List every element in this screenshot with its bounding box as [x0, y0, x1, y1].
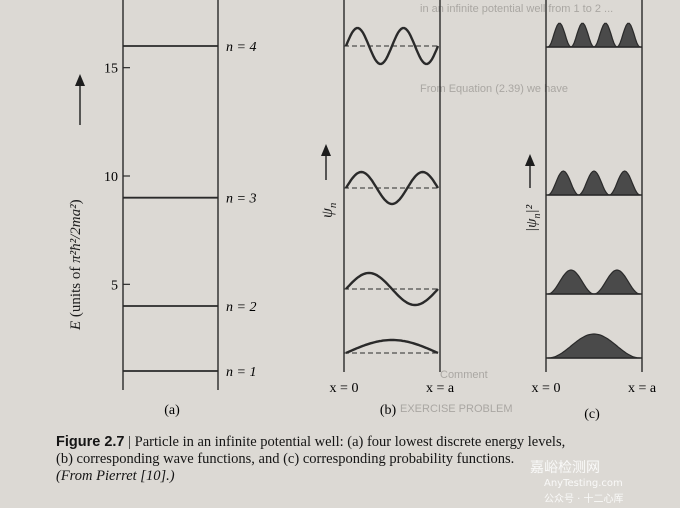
- probability-n3: [547, 170, 641, 196]
- psi-axis-label: ψn: [319, 202, 339, 218]
- panel-c-label: (c): [584, 407, 600, 422]
- x-zero-label: x = 0: [532, 381, 561, 396]
- tick-label: 15: [104, 62, 118, 77]
- prob-axis-label: |ψn|²: [524, 204, 543, 232]
- panel-c-probability-functions: |ψn|² x = 0 x = a (c): [524, 0, 657, 422]
- energy-arrow: [75, 74, 85, 125]
- figure-number: Figure 2.7: [56, 434, 125, 450]
- svg-text:ψn: ψn: [319, 202, 339, 218]
- watermark-sub: AnyTesting.com: [544, 478, 623, 489]
- svg-text:EXERCISE PROBLEM: EXERCISE PROBLEM: [400, 403, 512, 415]
- svg-text:in an infinite potential well: in an infinite potential well from 1 to …: [420, 3, 613, 15]
- watermark-main: 嘉峪检测网: [530, 460, 600, 476]
- panel-a-energy-levels: 5 10 15 n = 1 n = 2 n = 3 n = 4 E (units of π…: [68, 0, 256, 418]
- svg-text:E (units of π²ħ²/2ma²): E (units of π²ħ²/2ma²): [68, 199, 84, 331]
- figure-caption: Figure 2.7 | Particle in an infinite pot…: [56, 434, 656, 485]
- background-bleed: in an infinite potential well from 1 to …: [400, 3, 613, 415]
- level-label-n3: n = 3: [226, 192, 256, 207]
- panel-b-wave-functions: ψn x = 0 x = a (b): [319, 0, 455, 418]
- panel-b-label: (b): [380, 403, 397, 418]
- svg-text:|ψn|²: |ψn|²: [524, 204, 543, 232]
- prob-arrow: [525, 154, 535, 188]
- level-label-n1: n = 1: [226, 365, 256, 380]
- tick-label: 10: [104, 170, 118, 185]
- energy-axis-label: E (units of π²ħ²/2ma²): [68, 199, 84, 331]
- tick-label: 5: [111, 278, 118, 293]
- level-label-n2: n = 2: [226, 300, 256, 315]
- svg-text:From Equation (2.39) we have: From Equation (2.39) we have: [420, 83, 568, 95]
- probability-n2: [547, 269, 641, 295]
- wave-function-n4: [344, 26, 440, 66]
- caption-line-3: (From Pierret [10].): [56, 468, 175, 484]
- x-a-label: x = a: [426, 381, 455, 396]
- wave-function-n3: [344, 170, 440, 206]
- x-zero-label: x = 0: [330, 381, 359, 396]
- probability-n4: [546, 22, 642, 48]
- panel-a-label: (a): [164, 403, 180, 418]
- caption-line-2: (b) corresponding wave functions, and (c…: [56, 451, 515, 467]
- probability-n1: [547, 333, 641, 359]
- wave-function-n1: [345, 338, 439, 355]
- wave-function-n2: [345, 271, 439, 307]
- svg-text:Comment: Comment: [440, 369, 488, 381]
- watermark-account: 公众号 · 十二心厍: [544, 494, 624, 505]
- x-a-label: x = a: [628, 381, 657, 396]
- level-label-n4: n = 4: [226, 40, 256, 55]
- caption-line-1: Figure 2.7 | Particle in an infinite pot…: [56, 434, 566, 450]
- watermark: 嘉峪检测网 AnyTesting.com 公众号 · 十二心厍: [530, 460, 624, 508]
- psi-arrow: [321, 144, 331, 180]
